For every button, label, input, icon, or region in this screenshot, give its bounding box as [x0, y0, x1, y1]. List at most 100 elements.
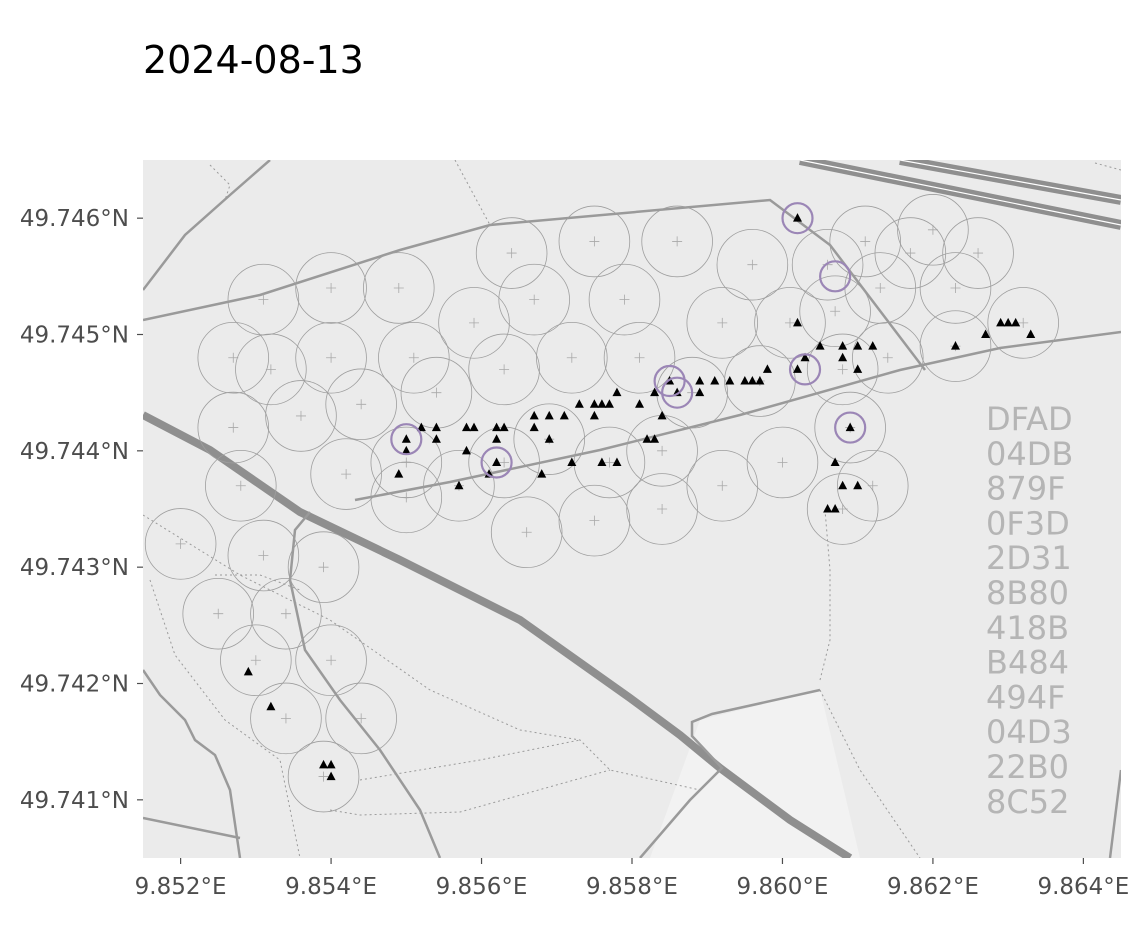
coverage-circle [806, 473, 879, 545]
detection-marker [725, 376, 735, 385]
station-code: 04D3 [986, 713, 1072, 751]
coverage-circle [310, 438, 382, 510]
circle-center-cross [875, 282, 886, 293]
coverage-circle [806, 333, 879, 406]
circle-center-cross [356, 713, 367, 724]
circle-center-cross [326, 282, 337, 293]
detection-marker [830, 504, 840, 513]
detection-marker [461, 445, 471, 455]
coverage-circle [182, 577, 254, 650]
coverage-circle [791, 228, 864, 301]
coverage-circle [287, 740, 360, 813]
x-axis: 9.852°E 9.854°E 9.856°E 9.858°E 9.860°E 9.862… [135, 858, 1129, 900]
map-title: 2024-08-13 [143, 38, 364, 82]
detection-marker [950, 341, 960, 350]
y-tick-label: 49.745°N [20, 323, 129, 349]
x-tick-label: 9.856°E [436, 874, 528, 900]
detection-marker [416, 422, 426, 432]
detection-marker [567, 457, 577, 466]
coverage-circle [325, 368, 397, 441]
detection-marker [981, 329, 991, 338]
detection-marker [401, 445, 411, 455]
coverage-circle [205, 449, 277, 522]
detection-marker [793, 317, 803, 327]
detection-marker [1026, 329, 1036, 338]
coverage-circle [363, 252, 435, 324]
coverage-circle [144, 508, 217, 580]
highlight-ring [819, 260, 852, 293]
detection-marker [793, 364, 803, 373]
circle-center-cross [837, 504, 848, 514]
detection-marker [612, 387, 622, 397]
coverage-circle [799, 275, 871, 347]
circle-center-cross [280, 608, 291, 619]
detection-marker [604, 399, 614, 408]
circle-center-cross [235, 480, 246, 491]
footpaths [143, 160, 1121, 858]
circle-center-cross [295, 410, 306, 421]
detection-marker [529, 422, 539, 432]
circle-center-cross [619, 294, 630, 305]
detection-marker [695, 376, 705, 385]
circle-center-cross [393, 282, 404, 293]
detection-marker [815, 341, 825, 350]
coverage-circle [814, 391, 886, 464]
detection-marker [431, 434, 441, 443]
coverage-circle [197, 322, 270, 394]
detection-marker [853, 341, 863, 350]
coverage-circle [558, 205, 631, 278]
circle-center-cross [657, 504, 668, 514]
highlighted-markers [390, 202, 867, 479]
detection-marker [319, 759, 329, 769]
detection-marker [823, 504, 833, 513]
detection-marker [650, 387, 660, 397]
circle-center-cross [499, 364, 510, 375]
detection-marker [537, 469, 547, 478]
coverage-circle [536, 322, 608, 394]
coverage-circle [227, 519, 300, 592]
detection-marker [243, 666, 253, 676]
coverage-circle [942, 217, 1014, 289]
circle-center-cross [784, 317, 795, 328]
y-tick-label: 49.746°N [20, 206, 129, 232]
detection-marker [492, 434, 502, 443]
detection-marker [853, 480, 863, 490]
highlight-ring [653, 364, 686, 398]
circle-center-cross [837, 364, 848, 375]
detection-marker [695, 387, 705, 397]
detection-marker [326, 759, 336, 769]
y-axis: 49.746°N 49.745°N 49.744°N 49.743°N 49.742°N… [20, 206, 143, 814]
station-code: 418B [986, 609, 1069, 647]
circle-center-cross [318, 771, 329, 782]
detection-marker [266, 701, 276, 711]
circle-center-cross [341, 469, 352, 480]
circle-center-cross [318, 562, 329, 573]
circle-center-cross [431, 387, 442, 398]
detection-marker [574, 399, 584, 408]
basemap [143, 160, 1121, 858]
coverage-circle [603, 322, 676, 394]
circle-center-cross [717, 480, 728, 491]
highlight-ring [480, 446, 513, 479]
detection-marker [394, 469, 404, 478]
highlight-ring [781, 202, 814, 235]
station-code: 8C52 [986, 783, 1069, 821]
circle-center-cross [860, 236, 871, 247]
circle-center-cross [589, 515, 600, 526]
coverage-circle [919, 252, 992, 324]
coverage-circle [378, 322, 450, 394]
circle-center-cross [973, 248, 984, 259]
detection-marker [559, 410, 569, 420]
circle-center-cross [927, 224, 938, 235]
coverage-circle [852, 322, 924, 394]
detection-marker [838, 341, 848, 350]
coverage-circle [295, 624, 367, 696]
x-tick-label: 9.852°E [135, 874, 227, 900]
detection-marker [838, 480, 848, 490]
circle-center-cross [499, 457, 510, 468]
coverage-circle [438, 287, 510, 359]
detection-marker [589, 410, 599, 420]
circle-center-cross [258, 294, 269, 305]
circle-center-cross [950, 282, 961, 293]
detection-marker [461, 422, 471, 432]
